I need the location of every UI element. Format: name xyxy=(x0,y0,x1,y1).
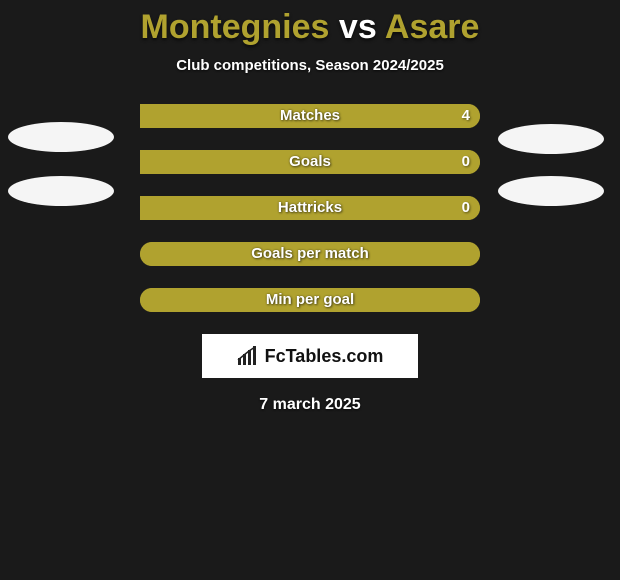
brand-text: FcTables.com xyxy=(265,346,384,367)
stat-label: Matches xyxy=(140,104,480,128)
title-player1: Montegnies xyxy=(141,8,330,46)
stat-row: Hattricks0 xyxy=(140,196,480,224)
title-vs: vs xyxy=(339,8,377,46)
subtitle: Club competitions, Season 2024/2025 xyxy=(0,57,620,74)
stat-value-right: 0 xyxy=(462,150,470,174)
player-avatar-left xyxy=(8,122,114,152)
stat-value-right: 0 xyxy=(462,196,470,220)
stat-row: Min per goal xyxy=(140,288,480,316)
stat-label: Goals xyxy=(140,150,480,174)
stat-label: Goals per match xyxy=(140,242,480,266)
infographic-root: Montegnies vs Asare Club competitions, S… xyxy=(0,0,620,580)
stat-row: Matches4 xyxy=(140,104,480,132)
player-avatar-left xyxy=(8,176,114,206)
player-avatar-right xyxy=(498,176,604,206)
bar-chart-icon xyxy=(237,346,261,366)
stat-row: Goals0 xyxy=(140,150,480,178)
title-player2: Asare xyxy=(385,8,480,46)
page-title: Montegnies vs Asare xyxy=(0,0,620,47)
player-avatar-right xyxy=(498,124,604,154)
stat-value-right: 4 xyxy=(462,104,470,128)
stat-row: Goals per match xyxy=(140,242,480,270)
stat-label: Hattricks xyxy=(140,196,480,220)
date-text: 7 march 2025 xyxy=(0,396,620,414)
stat-label: Min per goal xyxy=(140,288,480,312)
brand-box: FcTables.com xyxy=(202,334,418,378)
